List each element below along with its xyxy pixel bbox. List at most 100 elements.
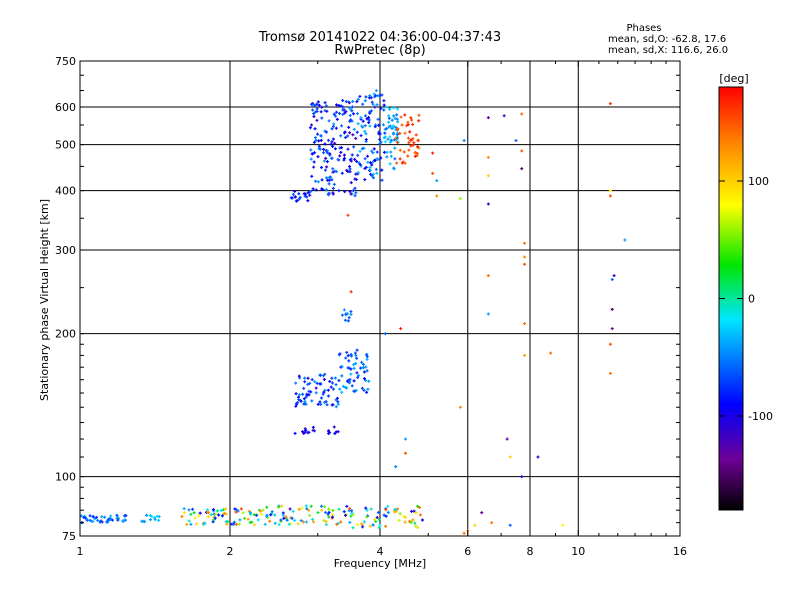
- data-point: [331, 381, 335, 385]
- data-point: [297, 507, 301, 511]
- data-point: [312, 115, 316, 119]
- x-tick-label: 6: [464, 545, 471, 558]
- data-point: [411, 122, 415, 126]
- data-point: [110, 518, 114, 522]
- data-point: [387, 114, 391, 118]
- data-point: [248, 520, 252, 524]
- data-point: [370, 149, 374, 153]
- data-point: [362, 370, 366, 374]
- data-point: [608, 102, 612, 106]
- data-point: [384, 127, 388, 131]
- data-point: [338, 154, 342, 158]
- data-point: [409, 144, 413, 148]
- data-point: [417, 119, 421, 123]
- y-axis-ticks: 75 100 200 300 400 500 600 750: [55, 55, 680, 543]
- data-point: [480, 511, 484, 515]
- data-point: [340, 146, 344, 150]
- data-point: [298, 197, 302, 201]
- data-point: [409, 520, 413, 524]
- data-point: [324, 511, 328, 515]
- data-point: [412, 509, 416, 513]
- data-point: [322, 390, 326, 394]
- data-point: [330, 127, 334, 131]
- data-point: [339, 150, 343, 154]
- data-point: [232, 520, 236, 524]
- data-point: [361, 362, 365, 366]
- data-point: [347, 101, 351, 105]
- data-point: [388, 140, 392, 144]
- data-point: [237, 522, 241, 526]
- x-tick-label: 16: [673, 545, 687, 558]
- y-tick-label: 750: [55, 55, 76, 68]
- data-point: [305, 195, 309, 199]
- data-point: [241, 511, 245, 515]
- data-point: [312, 160, 316, 164]
- data-point: [331, 144, 335, 148]
- data-point: [415, 154, 419, 158]
- data-point: [316, 132, 320, 136]
- data-point: [338, 387, 342, 391]
- data-point: [189, 512, 193, 516]
- data-point: [382, 513, 386, 517]
- data-point: [270, 510, 274, 514]
- data-point: [379, 107, 383, 111]
- data-point: [327, 182, 331, 186]
- data-point: [319, 138, 323, 142]
- data-point: [403, 113, 407, 117]
- data-point: [299, 399, 303, 403]
- data-point: [384, 514, 388, 518]
- data-point: [403, 131, 407, 135]
- data-point: [351, 112, 355, 116]
- data-point: [207, 511, 211, 515]
- data-point: [374, 167, 378, 171]
- data-point: [225, 522, 229, 526]
- data-point: [100, 515, 104, 519]
- data-point: [239, 507, 243, 511]
- data-point: [386, 510, 390, 514]
- data-point: [395, 113, 399, 117]
- data-point: [324, 130, 328, 134]
- data-point: [350, 509, 354, 513]
- data-point: [152, 516, 156, 520]
- data-point: [417, 113, 421, 117]
- data-point: [376, 511, 380, 515]
- data-point: [96, 518, 100, 522]
- data-point: [213, 516, 217, 520]
- data-point: [363, 124, 367, 128]
- data-point: [303, 380, 307, 384]
- data-point: [307, 430, 311, 434]
- data-point: [261, 508, 265, 512]
- data-point: [109, 514, 113, 518]
- data-point: [356, 374, 360, 378]
- data-point: [335, 522, 339, 526]
- data-point: [346, 134, 350, 138]
- data-point: [115, 513, 119, 517]
- data-point: [368, 94, 372, 98]
- data-point: [313, 151, 317, 155]
- data-point: [324, 520, 328, 524]
- data-point: [334, 383, 338, 387]
- data-point: [231, 522, 235, 526]
- x-axis-label: Frequency [MHz]: [334, 557, 426, 570]
- data-point: [410, 509, 414, 513]
- data-point: [284, 515, 288, 519]
- data-point: [323, 388, 327, 392]
- data-point: [312, 140, 316, 144]
- data-point: [320, 508, 324, 512]
- data-point: [346, 319, 350, 323]
- data-point: [290, 196, 294, 200]
- data-point: [359, 134, 363, 138]
- data-point: [364, 114, 368, 118]
- data-point: [320, 187, 324, 191]
- data-point: [279, 518, 283, 522]
- data-point: [306, 382, 310, 386]
- colorbar-tick-label: 100: [748, 175, 769, 188]
- data-point: [157, 518, 161, 522]
- data-point: [331, 137, 335, 141]
- data-point: [348, 131, 352, 135]
- data-point: [354, 191, 358, 195]
- data-point: [388, 107, 392, 111]
- data-point: [336, 158, 340, 162]
- data-point: [335, 103, 339, 107]
- data-point: [277, 523, 281, 527]
